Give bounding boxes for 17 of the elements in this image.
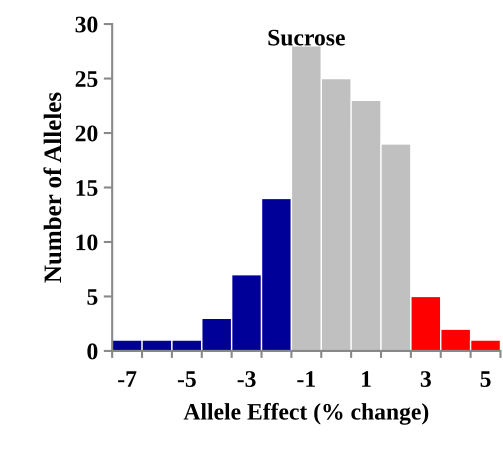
y-tick-label: 30	[76, 16, 98, 32]
y-tick-label: 5	[87, 289, 98, 305]
y-tick-label: 10	[76, 234, 98, 250]
x-axis-title: Allele Effect (% change)	[184, 402, 428, 425]
chart-title: Sucrose	[268, 30, 345, 46]
y-tick-label: 15	[76, 180, 98, 196]
x-tick-label: 3	[420, 371, 431, 388]
y-tick-label: 0	[87, 343, 98, 360]
x-tick-label: -1	[297, 371, 315, 387]
x-tick-label: 5	[480, 371, 491, 388]
x-tick-label: -3	[238, 371, 256, 388]
x-tick-label: 1	[362, 371, 371, 387]
y-tick-label: 20	[76, 126, 98, 142]
x-tick-label: -7	[118, 371, 136, 387]
y-axis-title: Number of Alleles	[43, 92, 62, 283]
y-tick-label: 25	[76, 71, 98, 87]
x-tick-label: -5	[178, 371, 196, 388]
